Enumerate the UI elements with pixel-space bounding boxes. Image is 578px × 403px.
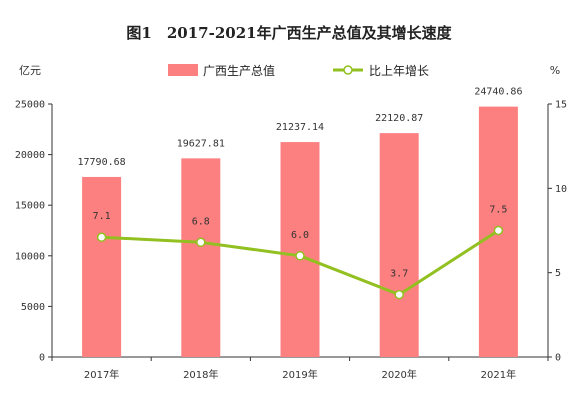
y2-tick-label: 0 bbox=[555, 353, 561, 364]
x-tick-label: 2017年 bbox=[84, 368, 119, 381]
bar-data-label: 24740.86 bbox=[474, 87, 522, 98]
right-axis-unit: % bbox=[550, 64, 560, 77]
y-tick-label: 0 bbox=[39, 353, 45, 364]
y2-tick-label: 10 bbox=[555, 184, 567, 195]
x-ticks: 2017年 2018年 2019年 2020年 2021年 bbox=[51, 357, 549, 381]
legend: 广西生产总值 比上年增长 bbox=[168, 63, 429, 78]
x-tick-label: 2018年 bbox=[183, 368, 218, 381]
y2-tick-label: 5 bbox=[555, 268, 561, 279]
bar-data-label: 19627.81 bbox=[177, 138, 225, 149]
y-tick-label: 10000 bbox=[15, 251, 45, 262]
y-ticks: 0 5000 10000 15000 20000 25000 bbox=[15, 100, 52, 364]
y-tick-label: 5000 bbox=[21, 302, 45, 313]
line-point bbox=[394, 289, 404, 300]
bar-data-label: 17790.68 bbox=[78, 157, 126, 168]
line-point bbox=[96, 232, 107, 242]
left-axis-unit: 亿元 bbox=[19, 64, 41, 77]
line-point bbox=[295, 251, 305, 261]
y-tick-label: 25000 bbox=[15, 100, 45, 111]
legend-bar-swatch bbox=[168, 64, 198, 76]
line-data-label: 7.1 bbox=[93, 211, 111, 222]
bar bbox=[280, 142, 320, 357]
line-series bbox=[96, 225, 504, 300]
bar bbox=[379, 133, 419, 357]
bar bbox=[181, 158, 221, 357]
y2-ticks: 0 5 10 15 bbox=[548, 100, 567, 364]
line-point bbox=[493, 225, 504, 236]
bar-labels: 17790.68 19627.81 21237.14 22120.87 24740.86 bbox=[78, 87, 523, 168]
line-labels: 7.1 6.8 6.0 3.7 7.5 bbox=[93, 205, 508, 280]
x-tick-label: 2019年 bbox=[282, 368, 317, 381]
x-tick-label: 2021年 bbox=[481, 368, 516, 381]
legend-bar-label: 广西生产总值 bbox=[203, 63, 275, 78]
bar-data-label: 22120.87 bbox=[375, 113, 423, 124]
line-data-label: 6.0 bbox=[291, 230, 309, 241]
legend-line-label: 比上年增长 bbox=[369, 64, 429, 78]
x-tick-label: 2020年 bbox=[381, 368, 416, 381]
chart-title: 图1 2017-2021年广西生产总值及其增长速度 bbox=[126, 24, 452, 42]
bar bbox=[82, 176, 122, 357]
y-tick-label: 20000 bbox=[15, 150, 45, 161]
line-data-label: 6.8 bbox=[192, 216, 210, 227]
bar-data-label: 21237.14 bbox=[276, 122, 324, 133]
legend-line-marker bbox=[343, 65, 353, 75]
y-tick-label: 15000 bbox=[15, 201, 45, 212]
line-point bbox=[196, 237, 206, 248]
line-data-label: 3.7 bbox=[390, 269, 408, 280]
line-data-label: 7.5 bbox=[489, 205, 507, 216]
y2-tick-label: 15 bbox=[555, 100, 567, 111]
